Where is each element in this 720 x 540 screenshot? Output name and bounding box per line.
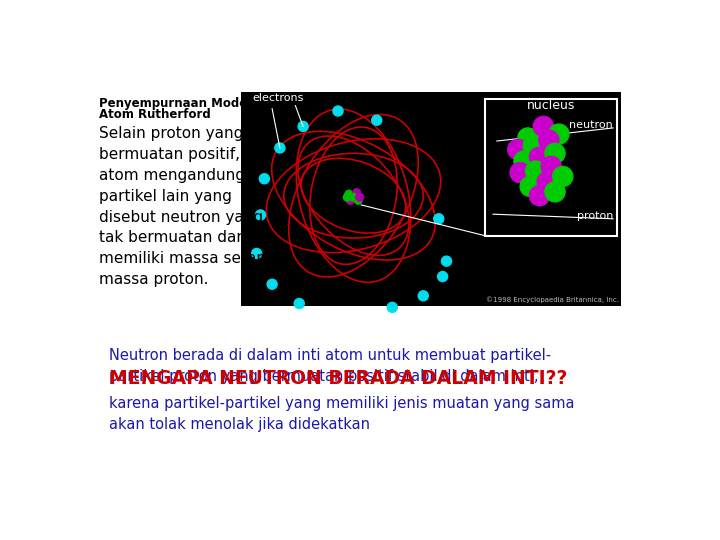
Text: Penyempurnaan Model: Penyempurnaan Model [99, 97, 251, 110]
Circle shape [267, 279, 277, 289]
Circle shape [433, 214, 444, 224]
Circle shape [529, 186, 549, 206]
Text: partikel lain yang: partikel lain yang [99, 189, 232, 204]
Circle shape [356, 193, 364, 201]
Circle shape [333, 106, 343, 116]
Text: memiliki massa setara: memiliki massa setara [99, 251, 272, 266]
Circle shape [526, 161, 546, 181]
Text: disebut neutron yang: disebut neutron yang [99, 210, 264, 225]
Circle shape [387, 302, 397, 312]
Circle shape [418, 291, 428, 301]
Circle shape [553, 166, 573, 186]
Circle shape [541, 157, 561, 177]
Circle shape [539, 130, 559, 150]
Circle shape [251, 248, 261, 259]
Circle shape [508, 139, 528, 159]
Text: bermuatan positif, inti: bermuatan positif, inti [99, 147, 269, 162]
Text: Selain proton yang: Selain proton yang [99, 126, 243, 141]
Text: akan tolak menolak jika didekatkan: akan tolak menolak jika didekatkan [109, 417, 370, 431]
Text: karena partikel-partikel yang memiliki jenis muatan yang sama: karena partikel-partikel yang memiliki j… [109, 396, 575, 411]
Circle shape [537, 172, 557, 192]
Circle shape [350, 193, 357, 201]
Circle shape [523, 136, 544, 156]
Circle shape [545, 143, 565, 164]
Text: neutron: neutron [570, 120, 613, 130]
Circle shape [518, 128, 538, 148]
Text: MENGAPA NEUTRON BERADA DALAM INTI??: MENGAPA NEUTRON BERADA DALAM INTI?? [109, 369, 568, 388]
Circle shape [372, 115, 382, 125]
Bar [241, 92, 621, 306]
Circle shape [346, 197, 354, 204]
Circle shape [345, 190, 353, 198]
Circle shape [529, 147, 549, 167]
Circle shape [438, 272, 448, 281]
Circle shape [549, 124, 569, 144]
Text: electrons: electrons [253, 93, 304, 103]
Circle shape [256, 210, 266, 220]
Circle shape [545, 182, 565, 202]
Circle shape [298, 122, 308, 131]
Text: tak bermuatan dan: tak bermuatan dan [99, 231, 246, 245]
Text: nucleus: nucleus [527, 99, 575, 112]
Circle shape [354, 197, 362, 204]
Circle shape [441, 256, 451, 266]
Circle shape [275, 143, 285, 153]
Text: atom mengandung: atom mengandung [99, 168, 246, 183]
Circle shape [514, 151, 534, 171]
Circle shape [343, 193, 351, 201]
Circle shape [259, 174, 269, 184]
Text: partikel proton yang bermuatan positif stabil di dalam inti,: partikel proton yang bermuatan positif s… [109, 369, 539, 384]
Text: ©1998 Encyclopaedia Britannica, Inc.: ©1998 Encyclopaedia Britannica, Inc. [485, 296, 618, 303]
Circle shape [520, 177, 540, 197]
Text: proton: proton [577, 211, 613, 221]
Circle shape [294, 299, 305, 308]
Text: Atom Rutherford: Atom Rutherford [99, 108, 211, 121]
Circle shape [534, 117, 554, 137]
Text: massa proton.: massa proton. [99, 272, 209, 287]
Text: Neutron berada di dalam inti atom untuk membuat partikel-: Neutron berada di dalam inti atom untuk … [109, 348, 552, 363]
Circle shape [510, 163, 530, 183]
Bar [485, 99, 617, 236]
Circle shape [353, 189, 361, 197]
